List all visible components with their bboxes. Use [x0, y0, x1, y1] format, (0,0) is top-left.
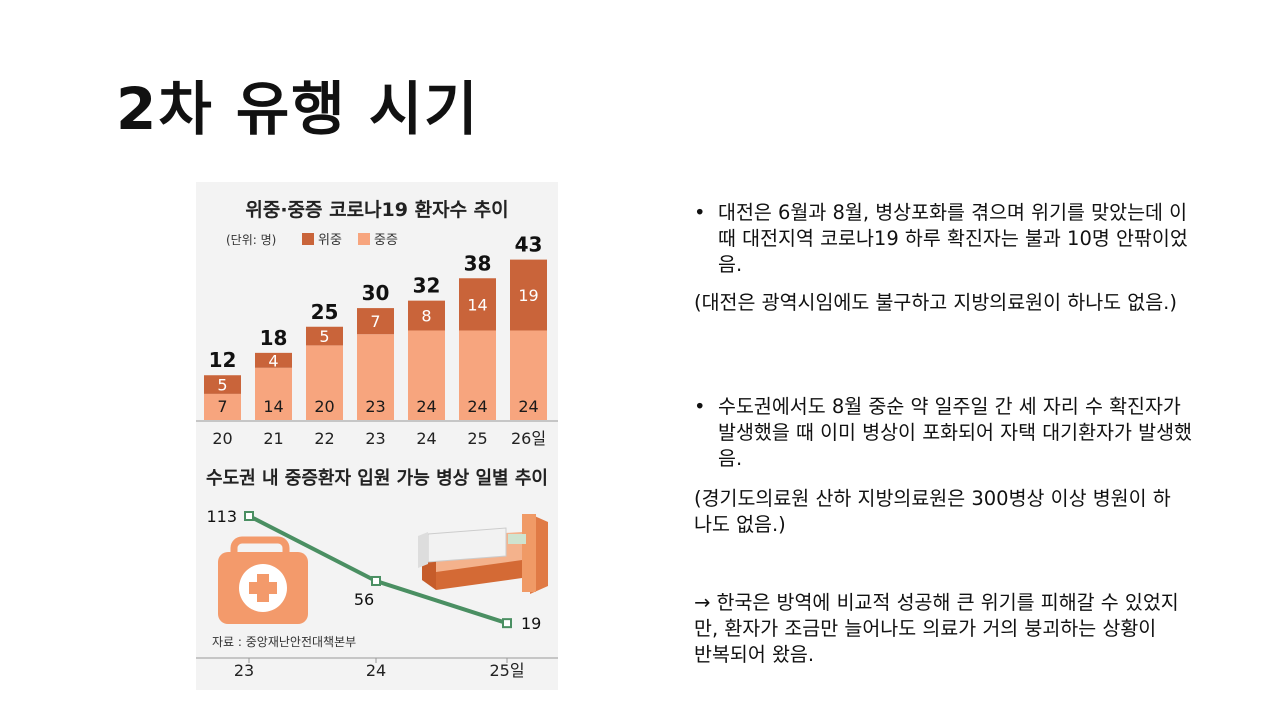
- legend-label-jungjung: 중증: [374, 233, 398, 248]
- bar-segment-jungjung: [204, 393, 241, 420]
- bar-value-jungjung: 24: [416, 397, 436, 416]
- note-2: (경기도의료원 산하 지방의료원은 300병상 이상 병원이 하나도 없음.): [694, 486, 1180, 538]
- legend-label-wijung: 위중: [318, 233, 342, 248]
- bar-segment-wijung: [459, 278, 496, 331]
- bar-category-label: 23: [365, 429, 385, 448]
- bullet-dot: •: [694, 201, 706, 224]
- medical-kit-icon: [218, 536, 308, 624]
- bar-total-label: 25: [311, 300, 339, 324]
- bullet-1: • 대전은 6월과 8월, 병상포화를 겪으며 위기를 맞았는데 이 때 대전지역…: [694, 200, 1194, 278]
- line-value-label: 19: [521, 614, 541, 633]
- note-1-text: (대전은 광역시임에도 불구하고 지방의료원이 하나도 없음.): [694, 291, 1177, 314]
- bar-value-wijung: 19: [518, 286, 538, 305]
- bar-segment-jungjung: [510, 330, 547, 420]
- bar-value-jungjung: 23: [365, 397, 385, 416]
- bar-total-label: 12: [209, 348, 237, 372]
- slide-title: 2차 유행 시기: [116, 75, 480, 143]
- line-value-label: 56: [354, 590, 374, 609]
- line-x-labels: 23 24 25일: [234, 658, 525, 680]
- bar-segment-jungjung: [408, 330, 445, 420]
- note-1: (대전은 광역시임에도 불구하고 지방의료원이 하나도 없음.): [694, 290, 1180, 316]
- bar-value-wijung: 8: [421, 307, 431, 326]
- bullet-2: • 수도권에서도 8월 중순 약 일주일 간 세 자리 수 확진자가 발생했을 때…: [694, 394, 1194, 472]
- legend-swatch-wijung: [302, 233, 314, 245]
- bar-value-wijung: 7: [370, 312, 380, 331]
- line-chart: 113 56 19: [206, 507, 541, 633]
- bar-x-labels: 20 21 22 23 24 25 26일: [212, 429, 546, 448]
- bar-total-label: 32: [413, 274, 441, 298]
- bar-category-label: 24: [416, 429, 436, 448]
- line-chart-title: 수도권 내 중증환자 입원 가능 병상 일별 추이: [206, 467, 548, 489]
- hospital-bed-icon: [418, 514, 548, 594]
- bar-segment-jungjung: [459, 330, 496, 420]
- source-note: 자료 : 중앙재난안전대책본부: [212, 634, 356, 649]
- bar-value-jungjung: 14: [263, 397, 283, 416]
- bar-value-wijung: 4: [268, 351, 278, 370]
- bar-category-label: 21: [263, 429, 283, 448]
- bar-value-jungjung: 7: [217, 397, 227, 416]
- bar-category-label: 26일: [511, 429, 546, 448]
- line-x-label: 24: [366, 661, 386, 680]
- bar-segment-jungjung: [255, 367, 292, 420]
- legend-swatch-jungjung: [358, 233, 370, 245]
- bar-segment-jungjung: [357, 334, 394, 420]
- note-2-text: (경기도의료원 산하 지방의료원은 300병상 이상 병원이 하나도 없음.): [694, 487, 1171, 536]
- bar-segment-wijung: [408, 300, 445, 331]
- bar-total-label: 30: [362, 281, 390, 305]
- bar-value-wijung: 5: [319, 327, 329, 346]
- bullet-2-text: 수도권에서도 8월 중순 약 일주일 간 세 자리 수 확진자가 발생했을 때 …: [718, 395, 1192, 470]
- bar-value-jungjung: 20: [314, 397, 334, 416]
- bar-category-label: 25: [467, 429, 487, 448]
- bar-total-label: 38: [464, 251, 492, 275]
- bar-value-jungjung: 24: [467, 397, 487, 416]
- line-point: [244, 511, 254, 521]
- bullet-dot: •: [694, 395, 706, 418]
- bar-category-label: 22: [314, 429, 334, 448]
- conclusion-text: → 한국은 방역에 비교적 성공해 큰 위기를 피해갈 수 있었지만, 환자가 …: [694, 591, 1179, 666]
- bar-value-wijung: 14: [467, 295, 487, 314]
- bar-segment-wijung: [306, 326, 343, 346]
- infographic-svg: 위중·중증 코로나19 환자수 추이 (단위: 명) 위중 중증 7 5 12 14 4…: [196, 199, 558, 680]
- bar-segment-jungjung: [306, 345, 343, 420]
- bar-chart-title: 위중·중증 코로나19 환자수 추이: [245, 199, 508, 221]
- line-value-label: 113: [206, 507, 237, 526]
- bar-segment-wijung: [357, 308, 394, 335]
- bar-segment-wijung: [204, 375, 241, 394]
- bar-value-wijung: 5: [217, 376, 227, 395]
- line-point: [371, 575, 381, 586]
- line-x-label: 23: [234, 661, 254, 680]
- bar-chart: 7 5 12 14 418 20 5 25 23 7 30 24 8 32 24 14 38 24 19 43: [204, 233, 547, 420]
- bar-category-label: 20: [212, 429, 232, 448]
- bar-total-label: 43: [515, 233, 543, 257]
- bar-value-jungjung: 24: [518, 397, 538, 416]
- bar-segment-wijung: [255, 352, 292, 368]
- infographic: 위중·중증 코로나19 환자수 추이 (단위: 명) 위중 중증 7 5 12 14 4…: [196, 182, 558, 690]
- conclusion: → 한국은 방역에 비교적 성공해 큰 위기를 피해갈 수 있었지만, 환자가 …: [694, 590, 1180, 668]
- bar-total-label: 18: [260, 326, 288, 350]
- bar-segment-wijung: [510, 259, 547, 331]
- line-point: [502, 618, 512, 629]
- bullet-1-text: 대전은 6월과 8월, 병상포화를 겪으며 위기를 맞았는데 이 때 대전지역 …: [718, 201, 1188, 276]
- line-x-label: 25일: [489, 661, 524, 680]
- unit-note: (단위: 명): [226, 233, 276, 247]
